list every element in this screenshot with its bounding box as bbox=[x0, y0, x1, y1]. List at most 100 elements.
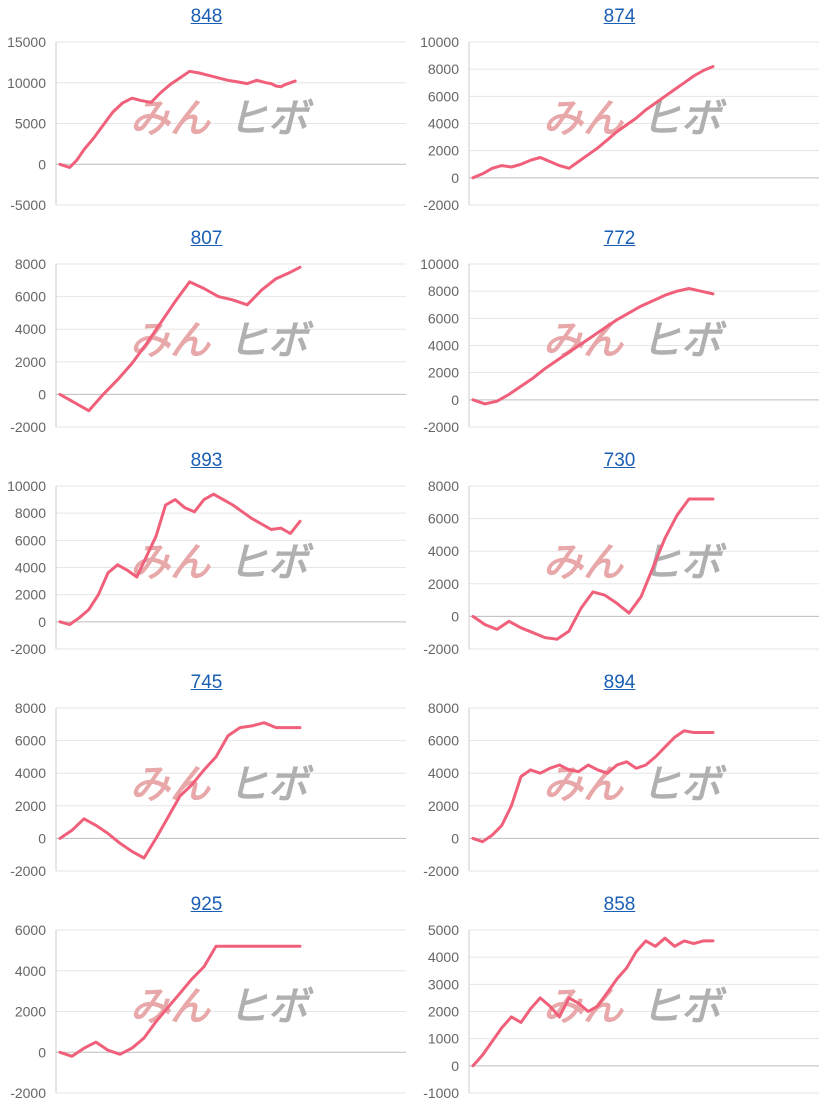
y-tick-label: 0 bbox=[451, 1058, 459, 1074]
svg-text:みん: みん bbox=[130, 762, 212, 808]
y-tick-label: 2000 bbox=[15, 587, 46, 603]
y-tick-label: 5000 bbox=[15, 116, 46, 132]
chart-panel-730: 730 8000 6000 4000 2000 0 -2000 みん ヒボ bbox=[413, 444, 826, 666]
y-tick-label: -2000 bbox=[423, 419, 459, 435]
y-tick-label: -2000 bbox=[10, 863, 46, 879]
y-tick-label: 2000 bbox=[428, 365, 459, 381]
chart-panel-874: 874 10000 8000 6000 4000 2000 0 -2000 みん ヒボ bbox=[413, 0, 826, 222]
line-chart: 15000 10000 5000 0 -5000 みん ヒボ bbox=[7, 34, 406, 213]
svg-text:みん: みん bbox=[543, 540, 625, 586]
svg-text:ヒボ: ヒボ bbox=[228, 318, 314, 364]
y-tick-label: -5000 bbox=[10, 197, 46, 213]
chart-panel-893: 893 10000 8000 6000 4000 2000 0 -2000 みん ヒボ bbox=[0, 444, 413, 666]
chart-title-link[interactable]: 925 bbox=[190, 894, 223, 915]
chart-title-link[interactable]: 772 bbox=[603, 228, 636, 249]
y-tick-label: -1000 bbox=[423, 1085, 459, 1101]
y-tick-label: 4000 bbox=[428, 765, 459, 781]
line-chart: 10000 8000 6000 4000 2000 0 -2000 みん ヒボ bbox=[7, 478, 406, 657]
y-tick-label: 2000 bbox=[428, 798, 459, 814]
chart-title-link[interactable]: 745 bbox=[190, 672, 223, 693]
watermark-logo: みん ヒボ bbox=[130, 540, 314, 586]
series-line bbox=[471, 65, 715, 180]
y-tick-label: 4000 bbox=[428, 949, 459, 965]
y-tick-label: 2000 bbox=[428, 576, 459, 592]
y-tick-label: 3000 bbox=[428, 976, 459, 992]
svg-text:みん: みん bbox=[130, 318, 212, 364]
series-line bbox=[471, 287, 715, 406]
y-tick-label: 0 bbox=[38, 1044, 46, 1060]
y-tick-label: -2000 bbox=[423, 641, 459, 657]
y-tick-label: 6000 bbox=[15, 922, 46, 938]
y-tick-label: 0 bbox=[38, 830, 46, 846]
y-tick-label: 2000 bbox=[15, 798, 46, 814]
chart-title-link[interactable]: 893 bbox=[190, 450, 223, 471]
y-tick-label: 0 bbox=[451, 830, 459, 846]
watermark-logo: みん ヒボ bbox=[543, 984, 727, 1030]
y-tick-label: 6000 bbox=[15, 733, 46, 749]
line-chart: 8000 6000 4000 2000 0 -2000 みん ヒボ bbox=[10, 700, 406, 879]
chart-title-link[interactable]: 848 bbox=[190, 6, 223, 27]
y-tick-label: 8000 bbox=[15, 256, 46, 272]
chart-title-link[interactable]: 807 bbox=[190, 228, 223, 249]
y-tick-label: -2000 bbox=[10, 641, 46, 657]
series-line bbox=[58, 492, 302, 627]
y-tick-label: 8000 bbox=[15, 505, 46, 521]
chart-title-link[interactable]: 894 bbox=[603, 672, 636, 693]
series-line bbox=[58, 721, 302, 860]
watermark-logo: みん ヒボ bbox=[130, 318, 314, 364]
chart-title-link[interactable]: 858 bbox=[603, 894, 636, 915]
watermark-logo: みん ヒボ bbox=[543, 318, 727, 364]
y-tick-label: 6000 bbox=[428, 88, 459, 104]
y-tick-label: 0 bbox=[38, 156, 46, 172]
series-line bbox=[471, 729, 715, 844]
y-tick-label: 4000 bbox=[15, 560, 46, 576]
svg-text:ヒボ: ヒボ bbox=[228, 540, 314, 586]
watermark-logo: みん ヒボ bbox=[543, 540, 727, 586]
svg-text:ヒボ: ヒボ bbox=[641, 318, 727, 364]
chart-panel-807: 807 8000 6000 4000 2000 0 -2000 みん ヒボ bbox=[0, 222, 413, 444]
y-tick-label: 8000 bbox=[428, 478, 459, 494]
y-tick-label: 4000 bbox=[428, 116, 459, 132]
watermark-logo: みん ヒボ bbox=[130, 96, 314, 142]
chart-panel-925: 925 6000 4000 2000 0 -2000 みん ヒボ bbox=[0, 888, 413, 1110]
series-line bbox=[58, 944, 302, 1058]
chart-panel-772: 772 10000 8000 6000 4000 2000 0 -2000 みん ヒボ bbox=[413, 222, 826, 444]
watermark-logo: みん ヒボ bbox=[130, 762, 314, 808]
y-tick-label: 4000 bbox=[15, 765, 46, 781]
y-tick-label: 5000 bbox=[428, 922, 459, 938]
y-tick-label: 10000 bbox=[420, 256, 459, 272]
y-tick-label: 6000 bbox=[428, 310, 459, 326]
y-tick-label: 0 bbox=[38, 614, 46, 630]
chart-panel-745: 745 8000 6000 4000 2000 0 -2000 みん ヒボ bbox=[0, 666, 413, 888]
y-tick-label: 2000 bbox=[15, 354, 46, 370]
svg-text:ヒボ: ヒボ bbox=[228, 984, 314, 1030]
chart-title-link[interactable]: 874 bbox=[603, 6, 636, 27]
y-tick-label: 8000 bbox=[428, 61, 459, 77]
chart-panel-894: 894 8000 6000 4000 2000 0 -2000 みん ヒボ bbox=[413, 666, 826, 888]
y-tick-label: 4000 bbox=[15, 321, 46, 337]
y-tick-label: 6000 bbox=[15, 289, 46, 305]
y-tick-label: 2000 bbox=[15, 1004, 46, 1020]
y-tick-label: 0 bbox=[451, 170, 459, 186]
svg-text:ヒボ: ヒボ bbox=[228, 762, 314, 808]
y-tick-label: 1000 bbox=[428, 1031, 459, 1047]
chart-title-link[interactable]: 730 bbox=[603, 450, 636, 471]
y-tick-label: -2000 bbox=[10, 419, 46, 435]
y-tick-label: 8000 bbox=[428, 283, 459, 299]
y-tick-label: 10000 bbox=[7, 478, 46, 494]
y-tick-label: 8000 bbox=[15, 700, 46, 716]
y-tick-label: 6000 bbox=[15, 532, 46, 548]
series-line bbox=[58, 265, 302, 413]
svg-text:ヒボ: ヒボ bbox=[641, 762, 727, 808]
y-tick-label: 2000 bbox=[428, 1004, 459, 1020]
y-tick-label: 4000 bbox=[15, 963, 46, 979]
y-tick-label: 0 bbox=[451, 392, 459, 408]
y-tick-label: 6000 bbox=[428, 511, 459, 527]
y-tick-label: -2000 bbox=[10, 1085, 46, 1101]
svg-text:ヒボ: ヒボ bbox=[228, 96, 314, 142]
